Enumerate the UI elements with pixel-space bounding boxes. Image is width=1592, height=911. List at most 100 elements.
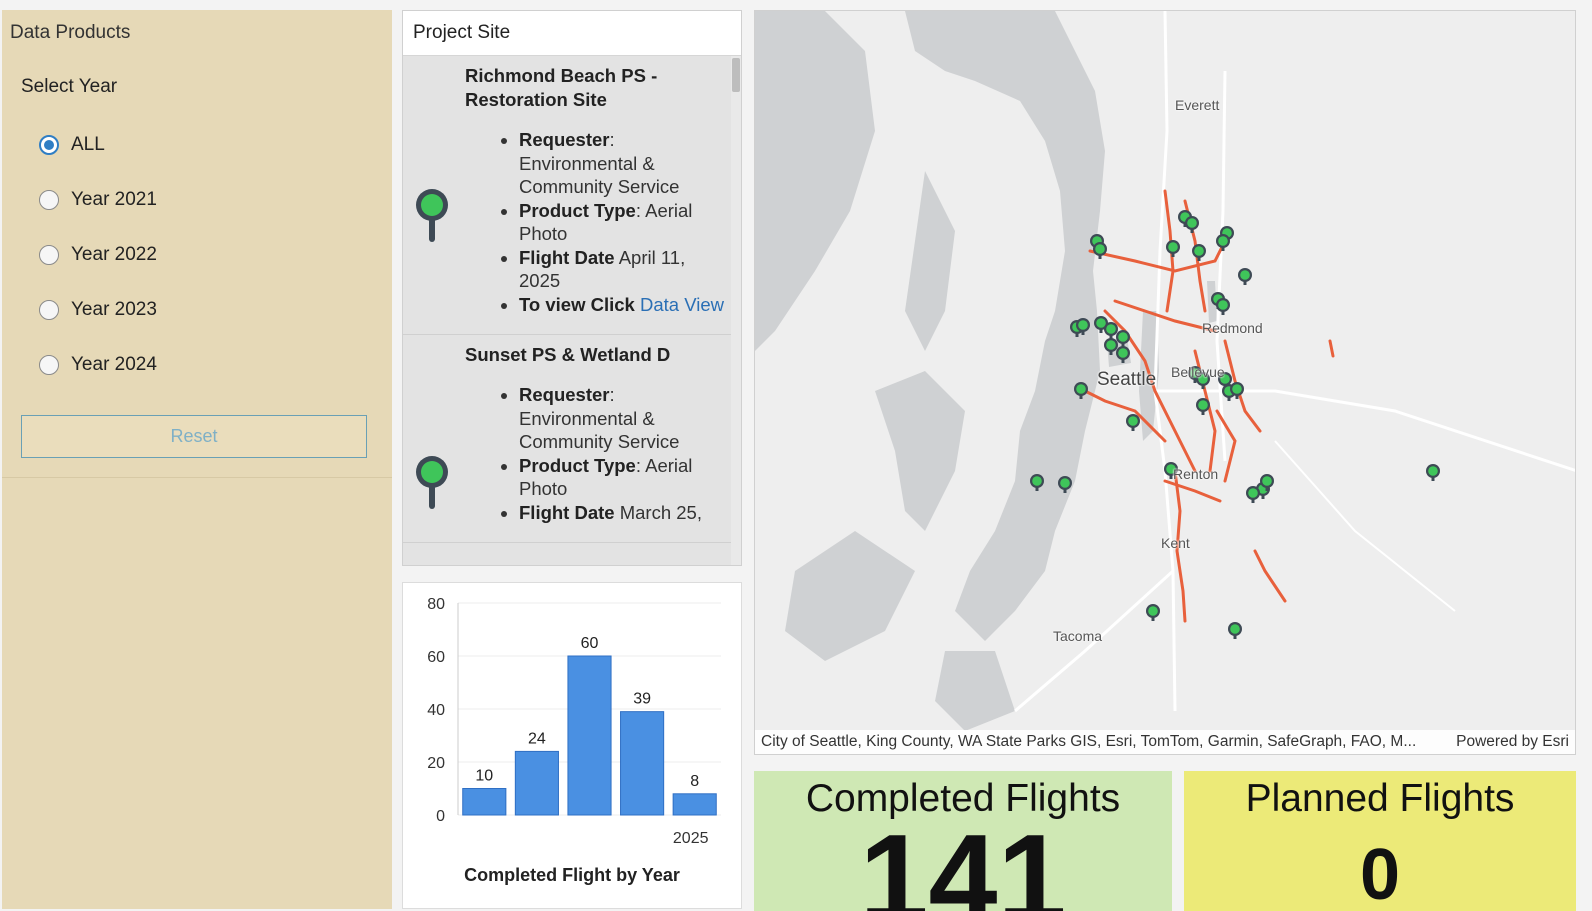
product-type-row: Product Type: Aerial Photo xyxy=(519,454,729,501)
y-tick-label: 0 xyxy=(436,808,445,825)
map-pin-icon[interactable] xyxy=(1196,398,1210,415)
y-tick-label: 80 xyxy=(427,596,445,613)
product-type-label: Product Type xyxy=(519,199,636,221)
attribution-text: City of Seattle, King County, WA State P… xyxy=(761,733,1417,750)
panel-title: Data Products xyxy=(10,22,131,43)
map-pin-icon[interactable] xyxy=(1146,604,1160,621)
kpi-label: Planned Flights xyxy=(1245,777,1515,820)
radio-option-all[interactable]: ALL xyxy=(39,134,105,156)
flight-date-row: Flight Date April 11, 2025 xyxy=(519,246,729,293)
flight-date-label: Flight Date xyxy=(519,246,615,268)
radio-option-year-2022[interactable]: Year 2022 xyxy=(39,244,157,266)
map-pin-icon[interactable] xyxy=(1260,474,1274,491)
requester-value: Environmental & Community Service xyxy=(519,152,680,198)
basemap[interactable] xyxy=(755,11,1576,755)
product-type-value: Aerial Photo xyxy=(519,454,693,500)
map-label-redmond: Redmond xyxy=(1202,320,1263,336)
map-pin-icon[interactable] xyxy=(1116,346,1130,363)
radio-button[interactable] xyxy=(39,355,59,375)
flight-date-row: Flight Date March 25, xyxy=(519,501,729,525)
view-row: To view Click Data View xyxy=(519,293,729,317)
map-pin-icon[interactable] xyxy=(1076,318,1090,335)
radio-label: ALL xyxy=(71,134,105,155)
map-pin-icon[interactable] xyxy=(1116,330,1130,347)
list-item[interactable]: Richmond Beach PS - Restoration Site Req… xyxy=(403,56,741,335)
item-title: Sunset PS & Wetland D xyxy=(465,344,671,365)
radio-button[interactable] xyxy=(39,245,59,265)
radio-option-year-2023[interactable]: Year 2023 xyxy=(39,299,157,321)
radio-option-year-2024[interactable]: Year 2024 xyxy=(39,354,157,376)
radio-button[interactable] xyxy=(39,190,59,210)
requester-row: Requester: Environmental & Community Ser… xyxy=(519,128,729,199)
radio-label: Year 2022 xyxy=(71,244,157,265)
map-label-bellevue: Bellevue xyxy=(1171,364,1225,380)
map-pin-icon xyxy=(416,456,448,509)
filter-panel: Data Products Select Year ALL Year 2021 … xyxy=(2,10,392,909)
completed-flight-chart: 0 20 40 60 80 10 24 60 39 8 2025 Completed Flight … xyxy=(402,582,742,909)
radio-button[interactable] xyxy=(39,300,59,320)
map-pin-icon[interactable] xyxy=(1093,242,1107,259)
product-type-row: Product Type: Aerial Photo xyxy=(519,199,729,246)
map-pin-icon[interactable] xyxy=(1058,476,1072,493)
requester-value: Environmental & Community Service xyxy=(519,407,680,453)
kpi-value: 0 xyxy=(1359,835,1401,911)
completed-flights-tile: Completed Flights 141 xyxy=(754,771,1172,911)
bar xyxy=(462,788,507,816)
data-view-link[interactable]: Data View xyxy=(639,293,724,315)
radio-button[interactable] xyxy=(39,135,59,155)
map-pin-icon[interactable] xyxy=(1166,240,1180,257)
data-label: 10 xyxy=(475,768,493,785)
map-pin-icon[interactable] xyxy=(1185,216,1199,233)
bar xyxy=(620,711,665,816)
data-label: 8 xyxy=(690,773,699,790)
list-item[interactable]: Sunset PS & Wetland D Requester: Environ… xyxy=(403,335,741,543)
item-details: Requester: Environmental & Community Ser… xyxy=(519,383,729,524)
y-tick-label: 20 xyxy=(427,755,445,772)
powered-by-esri[interactable]: Powered by Esri xyxy=(1456,733,1569,750)
requester-label: Requester xyxy=(519,129,610,150)
map-pin-icon[interactable] xyxy=(1246,486,1260,503)
list-scroll-area[interactable]: Richmond Beach PS - Restoration Site Req… xyxy=(403,56,741,565)
data-label: 39 xyxy=(633,691,651,708)
select-year-label: Select Year xyxy=(21,76,118,97)
data-label: 24 xyxy=(528,730,546,747)
item-details: Requester: Environmental & Community Ser… xyxy=(519,128,729,316)
map-label-seattle: Seattle xyxy=(1097,369,1157,390)
x-tick-label: 2025 xyxy=(673,830,709,847)
map-pin-icon[interactable] xyxy=(1426,464,1440,481)
map-view[interactable]: Everett Redmond Seattle Bellevue Renton … xyxy=(754,10,1576,755)
list-scrollbar[interactable] xyxy=(731,56,741,565)
scrollbar-thumb[interactable] xyxy=(732,58,740,92)
bar xyxy=(514,750,559,816)
map-pin-icon[interactable] xyxy=(1216,234,1230,251)
kpi-value: 141 xyxy=(859,810,1067,911)
map-pin-icon[interactable] xyxy=(1228,622,1242,639)
map-pin-icon[interactable] xyxy=(1218,372,1232,389)
reset-button[interactable]: Reset xyxy=(21,415,367,458)
flight-date-label: Flight Date xyxy=(519,501,615,523)
map-label-renton: Renton xyxy=(1173,466,1219,482)
radio-label: Year 2021 xyxy=(71,189,157,210)
map-pin-icon[interactable] xyxy=(1164,462,1178,479)
map-pin-icon[interactable] xyxy=(1104,322,1118,339)
view-label: To view Click xyxy=(519,293,635,315)
map-pin-icon[interactable] xyxy=(1196,372,1210,389)
map-pin-icon[interactable] xyxy=(1074,382,1088,399)
flight-date-value: April 11, 2025 xyxy=(519,246,686,292)
radio-option-year-2021[interactable]: Year 2021 xyxy=(39,189,157,211)
item-title: Richmond Beach PS - Restoration Site xyxy=(465,65,658,110)
product-type-value: Aerial Photo xyxy=(519,199,693,245)
map-pin-icon[interactable] xyxy=(1238,268,1252,285)
map-label-everett: Everett xyxy=(1175,97,1220,113)
map-pin-icon[interactable] xyxy=(1104,338,1118,355)
y-tick-label: 60 xyxy=(427,649,445,666)
chart-title: Completed Flight by Year xyxy=(464,865,680,885)
map-pin-icon[interactable] xyxy=(1216,298,1230,315)
map-pin-icon[interactable] xyxy=(1192,244,1206,261)
list-header: Project Site xyxy=(403,11,741,56)
map-attribution: City of Seattle, King County, WA State P… xyxy=(755,730,1575,754)
radio-label: Year 2024 xyxy=(71,354,157,375)
map-pin-icon[interactable] xyxy=(1126,414,1140,431)
map-pin-icon[interactable] xyxy=(1230,382,1244,399)
map-pin-icon[interactable] xyxy=(1030,474,1044,491)
